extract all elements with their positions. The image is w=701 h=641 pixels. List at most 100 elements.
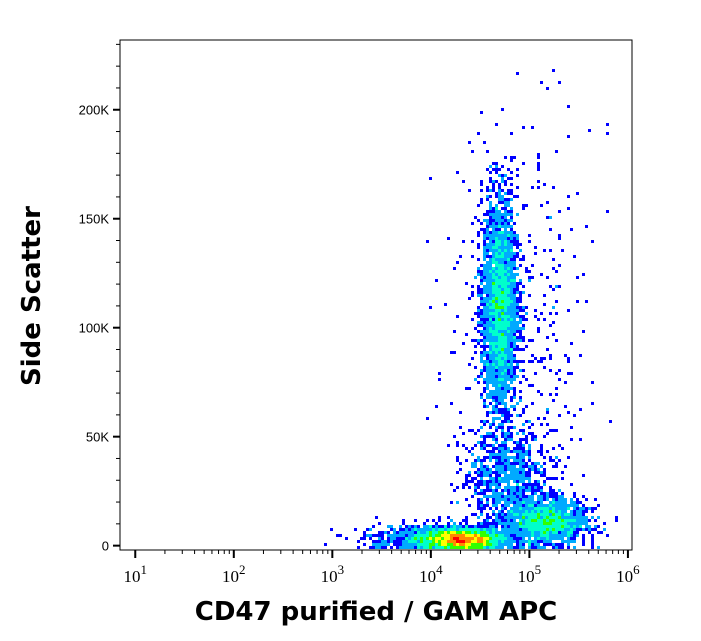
density-point <box>504 255 507 258</box>
density-point <box>504 270 507 273</box>
density-point <box>462 240 465 243</box>
density-point <box>468 534 471 537</box>
density-point <box>501 318 504 321</box>
density-point <box>561 477 564 480</box>
density-point <box>501 351 504 354</box>
density-point <box>525 495 528 498</box>
density-point <box>414 528 417 531</box>
density-point <box>495 465 498 468</box>
density-point <box>552 258 555 261</box>
density-point <box>495 333 498 336</box>
density-point <box>489 315 492 318</box>
density-point <box>492 399 495 402</box>
density-point <box>528 270 531 273</box>
density-point <box>528 501 531 504</box>
density-point <box>489 216 492 219</box>
density-point <box>516 336 519 339</box>
density-point <box>540 465 543 468</box>
density-point <box>480 510 483 513</box>
density-point <box>486 345 489 348</box>
density-point <box>477 258 480 261</box>
density-point <box>507 243 510 246</box>
density-point <box>456 444 459 447</box>
density-point <box>492 180 495 183</box>
density-point <box>486 228 489 231</box>
density-point <box>570 504 573 507</box>
density-point <box>504 309 507 312</box>
density-point <box>507 264 510 267</box>
density-point <box>390 534 393 537</box>
density-point <box>501 378 504 381</box>
density-point <box>426 534 429 537</box>
density-point <box>582 507 585 510</box>
density-point <box>477 504 480 507</box>
density-point <box>489 225 492 228</box>
density-point <box>495 372 498 375</box>
density-point <box>462 546 465 549</box>
density-point <box>495 537 498 540</box>
density-point <box>522 489 525 492</box>
density-point <box>522 465 525 468</box>
density-point <box>507 285 510 288</box>
density-point <box>552 507 555 510</box>
density-point <box>501 336 504 339</box>
density-point <box>582 540 585 543</box>
density-point <box>507 210 510 213</box>
density-point <box>495 408 498 411</box>
density-point <box>477 219 480 222</box>
density-point <box>510 414 513 417</box>
density-point <box>507 531 510 534</box>
density-point <box>504 246 507 249</box>
density-point <box>498 387 501 390</box>
density-point <box>543 543 546 546</box>
density-point <box>498 531 501 534</box>
density-point <box>504 363 507 366</box>
density-point <box>495 303 498 306</box>
density-point <box>507 477 510 480</box>
density-point <box>468 546 471 549</box>
density-point <box>459 540 462 543</box>
density-point <box>366 534 369 537</box>
density-point <box>507 252 510 255</box>
density-point <box>507 537 510 540</box>
density-point <box>513 525 516 528</box>
density-point <box>522 369 525 372</box>
density-point <box>522 471 525 474</box>
density-point <box>483 264 486 267</box>
density-point <box>516 402 519 405</box>
density-point <box>489 486 492 489</box>
density-point <box>591 510 594 513</box>
density-point <box>510 228 513 231</box>
density-point <box>489 324 492 327</box>
density-point <box>492 360 495 363</box>
density-point <box>534 315 537 318</box>
density-point <box>576 498 579 501</box>
x-tick-label: 104 <box>419 562 443 586</box>
density-point <box>510 177 513 180</box>
density-point <box>459 531 462 534</box>
density-point <box>525 519 528 522</box>
density-point <box>477 330 480 333</box>
density-point <box>513 237 516 240</box>
density-point <box>492 225 495 228</box>
density-point <box>489 480 492 483</box>
density-point <box>507 333 510 336</box>
density-point <box>477 522 480 525</box>
density-point <box>519 525 522 528</box>
density-point <box>543 504 546 507</box>
density-point <box>507 429 510 432</box>
density-point <box>507 291 510 294</box>
density-point <box>540 519 543 522</box>
density-point <box>483 459 486 462</box>
density-point <box>486 393 489 396</box>
density-point <box>507 456 510 459</box>
density-point <box>576 300 579 303</box>
density-point <box>474 471 477 474</box>
density-point <box>507 462 510 465</box>
x-tick-label: 105 <box>518 562 542 586</box>
density-point <box>552 489 555 492</box>
density-point <box>564 501 567 504</box>
density-point <box>486 270 489 273</box>
density-point <box>537 483 540 486</box>
density-point <box>483 327 486 330</box>
